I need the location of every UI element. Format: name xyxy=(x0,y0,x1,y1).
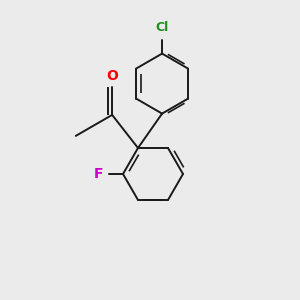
Text: O: O xyxy=(106,69,118,83)
Text: F: F xyxy=(94,167,103,181)
Text: Cl: Cl xyxy=(155,21,169,34)
